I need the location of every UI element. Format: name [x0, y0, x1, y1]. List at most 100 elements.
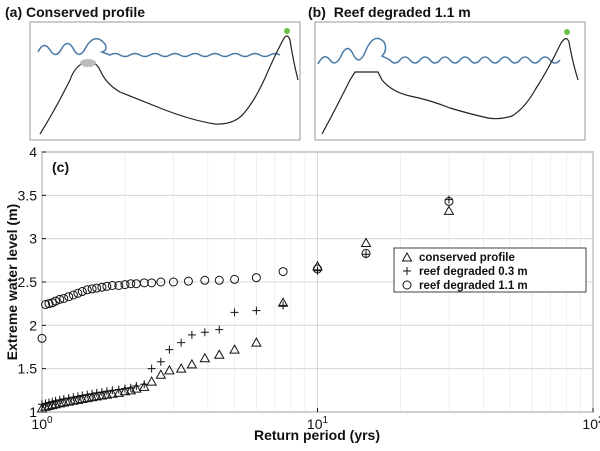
point-degraded-0.3 — [59, 395, 68, 403]
point-conserved — [46, 399, 58, 410]
point-degraded-0.3 — [51, 396, 60, 405]
point-degraded-0.3 — [102, 387, 111, 396]
point-degraded-0.3 — [200, 328, 209, 337]
point-degraded-1.1 — [278, 267, 288, 277]
wave-line — [37, 38, 281, 58]
point-degraded-0.3 — [41, 399, 50, 408]
panel-a-label: (a) — [5, 4, 22, 20]
reef-crest — [80, 59, 96, 67]
point-degraded-0.3 — [108, 386, 117, 395]
point-conserved — [119, 385, 131, 396]
point-degraded-0.3 — [97, 388, 106, 397]
point-degraded-1.1 — [156, 277, 166, 287]
point-degraded-0.3 — [92, 388, 101, 397]
point-degraded-0.3 — [120, 384, 129, 393]
panel-b: (b) Reef degraded 1.1 m — [308, 4, 586, 141]
point-conserved — [36, 403, 48, 413]
y-tick-label: 2.5 — [18, 274, 38, 290]
legend-marker-triangle — [401, 251, 413, 262]
point-conserved — [155, 369, 167, 379]
panel-a: (a) Conserved profile — [5, 4, 301, 141]
point-degraded-1.1 — [183, 276, 193, 286]
point-degraded-0.3 — [177, 338, 186, 347]
point-degraded-0.3 — [252, 306, 261, 315]
point-conserved — [360, 237, 372, 247]
point-conserved — [229, 344, 240, 354]
panel-c-label: (c) — [52, 159, 69, 175]
point-degraded-1.1 — [82, 285, 92, 295]
point-degraded-0.3 — [73, 392, 82, 401]
point-degraded-1.1 — [313, 264, 322, 274]
point-degraded-1.1 — [55, 294, 65, 304]
point-degraded-1.1 — [120, 280, 130, 290]
point-conserved — [175, 363, 187, 373]
point-conserved — [186, 358, 198, 369]
point-conserved — [72, 394, 84, 404]
point-degraded-0.3 — [279, 301, 288, 310]
panel-a-title: Conserved profile — [26, 4, 145, 20]
point-degraded-1.1 — [230, 274, 240, 284]
series-circle — [37, 196, 454, 343]
seabed-profile — [321, 38, 579, 135]
point-conserved — [138, 381, 150, 391]
svg-text:(b) Reef degraded 1.1 m: (b) Reef degraded 1.1 m — [308, 4, 471, 20]
legend-marker-circle — [402, 280, 412, 290]
y-tick-label: 1 — [29, 404, 37, 420]
legend-marker-plus — [403, 267, 411, 275]
point-conserved — [251, 337, 262, 347]
point-conserved — [443, 205, 455, 215]
point-degraded-0.3 — [88, 389, 97, 398]
point-conserved — [54, 397, 66, 408]
point-degraded-1.1 — [77, 287, 87, 297]
point-conserved — [164, 364, 175, 375]
x-tick-label: 101 — [307, 415, 329, 432]
point-conserved — [113, 387, 125, 397]
panel-b-frame — [314, 21, 586, 141]
point-degraded-0.3 — [69, 393, 78, 402]
point-degraded-0.3 — [140, 380, 149, 389]
axis-ticks: 1 1.5 2 2.5 3 3.5 4 100 101 102 — [18, 144, 600, 432]
point-degraded-1.1 — [102, 281, 112, 291]
y-tick-label: 4 — [29, 144, 37, 160]
series-plus — [38, 195, 453, 409]
point-degraded-0.3 — [126, 383, 135, 392]
point-degraded-1.1 — [41, 300, 51, 310]
wave-line — [317, 37, 561, 65]
point-degraded-0.3 — [114, 385, 123, 394]
island-vegetation-icon — [564, 29, 570, 35]
point-degraded-1.1 — [251, 273, 261, 283]
panel-b-title: Reef degraded 1.1 m — [334, 4, 471, 20]
point-conserved — [106, 388, 118, 398]
legend-label-conserved: conserved profile — [419, 252, 515, 264]
point-degraded-1.1 — [51, 296, 61, 306]
point-degraded-1.1 — [97, 282, 107, 292]
point-degraded-1.1 — [200, 275, 210, 285]
point-degraded-1.1 — [214, 275, 224, 285]
point-degraded-1.1 — [59, 293, 69, 303]
point-degraded-1.1 — [44, 299, 54, 309]
point-degraded-0.3 — [147, 364, 156, 373]
point-conserved — [146, 376, 157, 386]
x-tick-label: 102 — [582, 415, 600, 432]
point-degraded-0.3 — [132, 382, 141, 390]
chart-c: 1 1.5 2 2.5 3 3.5 4 100 101 102 (c) Return period… — [4, 144, 600, 443]
series-triangle — [36, 205, 455, 413]
legend-box — [393, 247, 587, 293]
y-tick-label: 3 — [29, 231, 37, 247]
panel-b-label: (b) — [308, 4, 326, 20]
x-tick-label: 100 — [31, 415, 53, 432]
point-degraded-0.3 — [78, 391, 87, 400]
legend: conserved profile reef degraded 0.3 m re… — [393, 247, 587, 293]
point-degraded-0.3 — [165, 345, 174, 354]
point-degraded-1.1 — [168, 277, 178, 287]
point-degraded-1.1 — [147, 278, 157, 288]
legend-label-degraded-03: reef degraded 0.3 m — [419, 266, 528, 278]
point-degraded-0.3 — [83, 390, 92, 399]
point-degraded-1.1 — [92, 283, 102, 293]
x-axis-title: Return period (yrs) — [254, 427, 380, 443]
point-conserved — [199, 352, 211, 363]
point-degraded-1.1 — [444, 196, 454, 206]
point-conserved — [50, 398, 61, 409]
island-vegetation-icon — [284, 28, 290, 34]
